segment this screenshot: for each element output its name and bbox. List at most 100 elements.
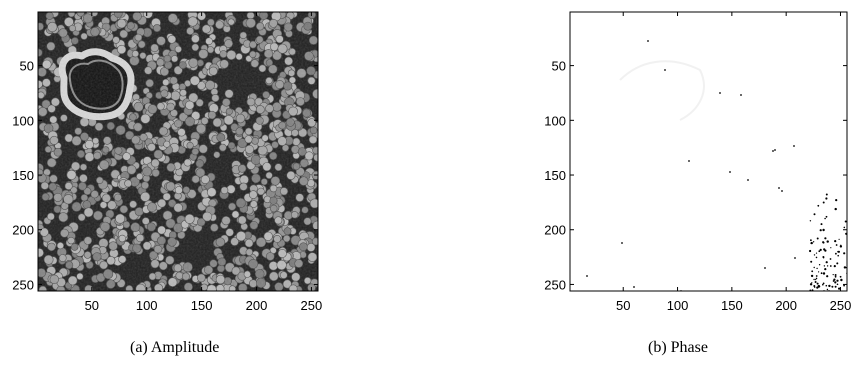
phase-dot — [834, 275, 837, 278]
phase-dot — [838, 287, 841, 290]
phase-dot — [815, 252, 818, 254]
phase-dot — [825, 261, 828, 264]
phase-dot — [772, 150, 774, 152]
phase-dot — [818, 250, 821, 253]
phase-y-tick-label: 50 — [552, 59, 566, 74]
phase-dot — [822, 272, 826, 275]
phase-dot — [824, 249, 827, 252]
phase-dot — [813, 285, 816, 287]
phase-dot — [825, 284, 828, 287]
phase-dot — [830, 247, 832, 249]
phase-dot — [820, 223, 823, 226]
phase-dot — [844, 220, 847, 223]
phase-dot — [813, 213, 816, 216]
phase-dot — [834, 281, 837, 284]
phase-dot — [688, 160, 690, 162]
phase-dot — [816, 237, 819, 240]
phase-dot — [764, 267, 766, 269]
amplitude-figure: 50 100 150 200 250 50 100 150 200 250 — [12, 11, 322, 313]
phase-dot — [822, 282, 825, 285]
phase-dot — [813, 266, 815, 269]
phase-dot — [719, 92, 721, 94]
amplitude-panel: 50 100 150 200 250 50 100 150 200 250 — [0, 0, 330, 313]
phase-dot — [824, 217, 826, 220]
phase-dot — [823, 265, 826, 267]
phase-dot — [833, 265, 836, 268]
phase-dot — [815, 275, 818, 277]
phase-dot — [815, 277, 818, 280]
phase-dot — [809, 249, 812, 253]
phase-dot — [814, 286, 816, 288]
phase-dot — [813, 278, 815, 281]
amplitude-x-tick-label: 200 — [246, 298, 268, 313]
phase-dot — [837, 250, 839, 253]
phase-dot — [810, 241, 813, 245]
phase-dot — [836, 262, 839, 265]
phase-dot — [729, 171, 731, 173]
phase-dot — [633, 286, 635, 288]
phase-dot — [809, 220, 812, 222]
phase-dot — [811, 282, 813, 284]
phase-dot — [826, 275, 829, 278]
phase-dot — [835, 244, 838, 246]
phase-dot — [816, 267, 818, 270]
phase-caption: (b) Phase — [648, 339, 708, 356]
phase-dot — [815, 279, 817, 281]
phase-dot — [829, 258, 832, 260]
phase-dot — [815, 256, 818, 259]
phase-dot — [810, 239, 812, 242]
phase-y-tick-label: 250 — [544, 277, 566, 292]
phase-dot — [647, 40, 649, 42]
phase-dot — [822, 257, 825, 259]
phase-axes-frame — [569, 11, 848, 292]
phase-dot — [835, 199, 838, 202]
amplitude-x-tick-label: 50 — [85, 298, 99, 313]
phase-dot — [820, 272, 823, 275]
phase-dot — [813, 254, 816, 256]
phase-dot — [840, 244, 842, 246]
phase-dot — [836, 279, 839, 282]
phase-dot — [843, 252, 846, 255]
phase-dot — [816, 282, 819, 285]
phase-dot — [817, 285, 820, 288]
phase-dot — [834, 240, 837, 243]
phase-dot — [826, 288, 829, 291]
amplitude-image — [38, 12, 318, 291]
phase-dot — [794, 257, 796, 259]
phase-dot — [838, 238, 840, 240]
phase-dot — [839, 275, 842, 278]
phase-dot — [814, 281, 817, 283]
phase-dot — [825, 193, 828, 196]
phase-dot — [824, 268, 827, 271]
phase-dot — [774, 149, 776, 151]
phase-dot — [747, 179, 749, 181]
phase-dot — [819, 229, 822, 232]
phase-dot — [831, 285, 834, 288]
phase-dot — [826, 240, 829, 243]
phase-dot — [839, 245, 843, 248]
phase-dot — [810, 260, 813, 263]
phase-panel: 50 100 150 200 250 50 100 150 200 250 — [530, 0, 854, 313]
amplitude-x-tick-label: 100 — [136, 298, 158, 313]
phase-dot — [829, 265, 832, 267]
amplitude-y-tick-label: 100 — [12, 113, 34, 128]
phase-y-tick-label: 150 — [544, 168, 566, 183]
phase-dot — [825, 215, 828, 218]
phase-dot — [828, 284, 831, 288]
phase-dot — [818, 264, 821, 266]
phase-dot — [810, 274, 814, 278]
phase-dot — [819, 248, 822, 251]
amplitude-y-tick-label: 150 — [12, 168, 34, 183]
phase-y-tick-label: 100 — [544, 113, 566, 128]
phase-dot — [822, 283, 824, 286]
phase-dot — [837, 254, 839, 257]
phase-dot — [621, 242, 623, 244]
phase-dot — [834, 285, 837, 288]
phase-figure: 50 100 150 200 250 50 100 150 200 250 — [544, 11, 851, 313]
phase-dot — [843, 226, 846, 229]
phase-dot — [781, 190, 783, 192]
phase-x-tick-label: 200 — [775, 298, 797, 313]
phase-x-tick-label: 100 — [667, 298, 689, 313]
phase-dot — [832, 274, 834, 276]
phase-y-tick-label: 200 — [544, 223, 566, 238]
